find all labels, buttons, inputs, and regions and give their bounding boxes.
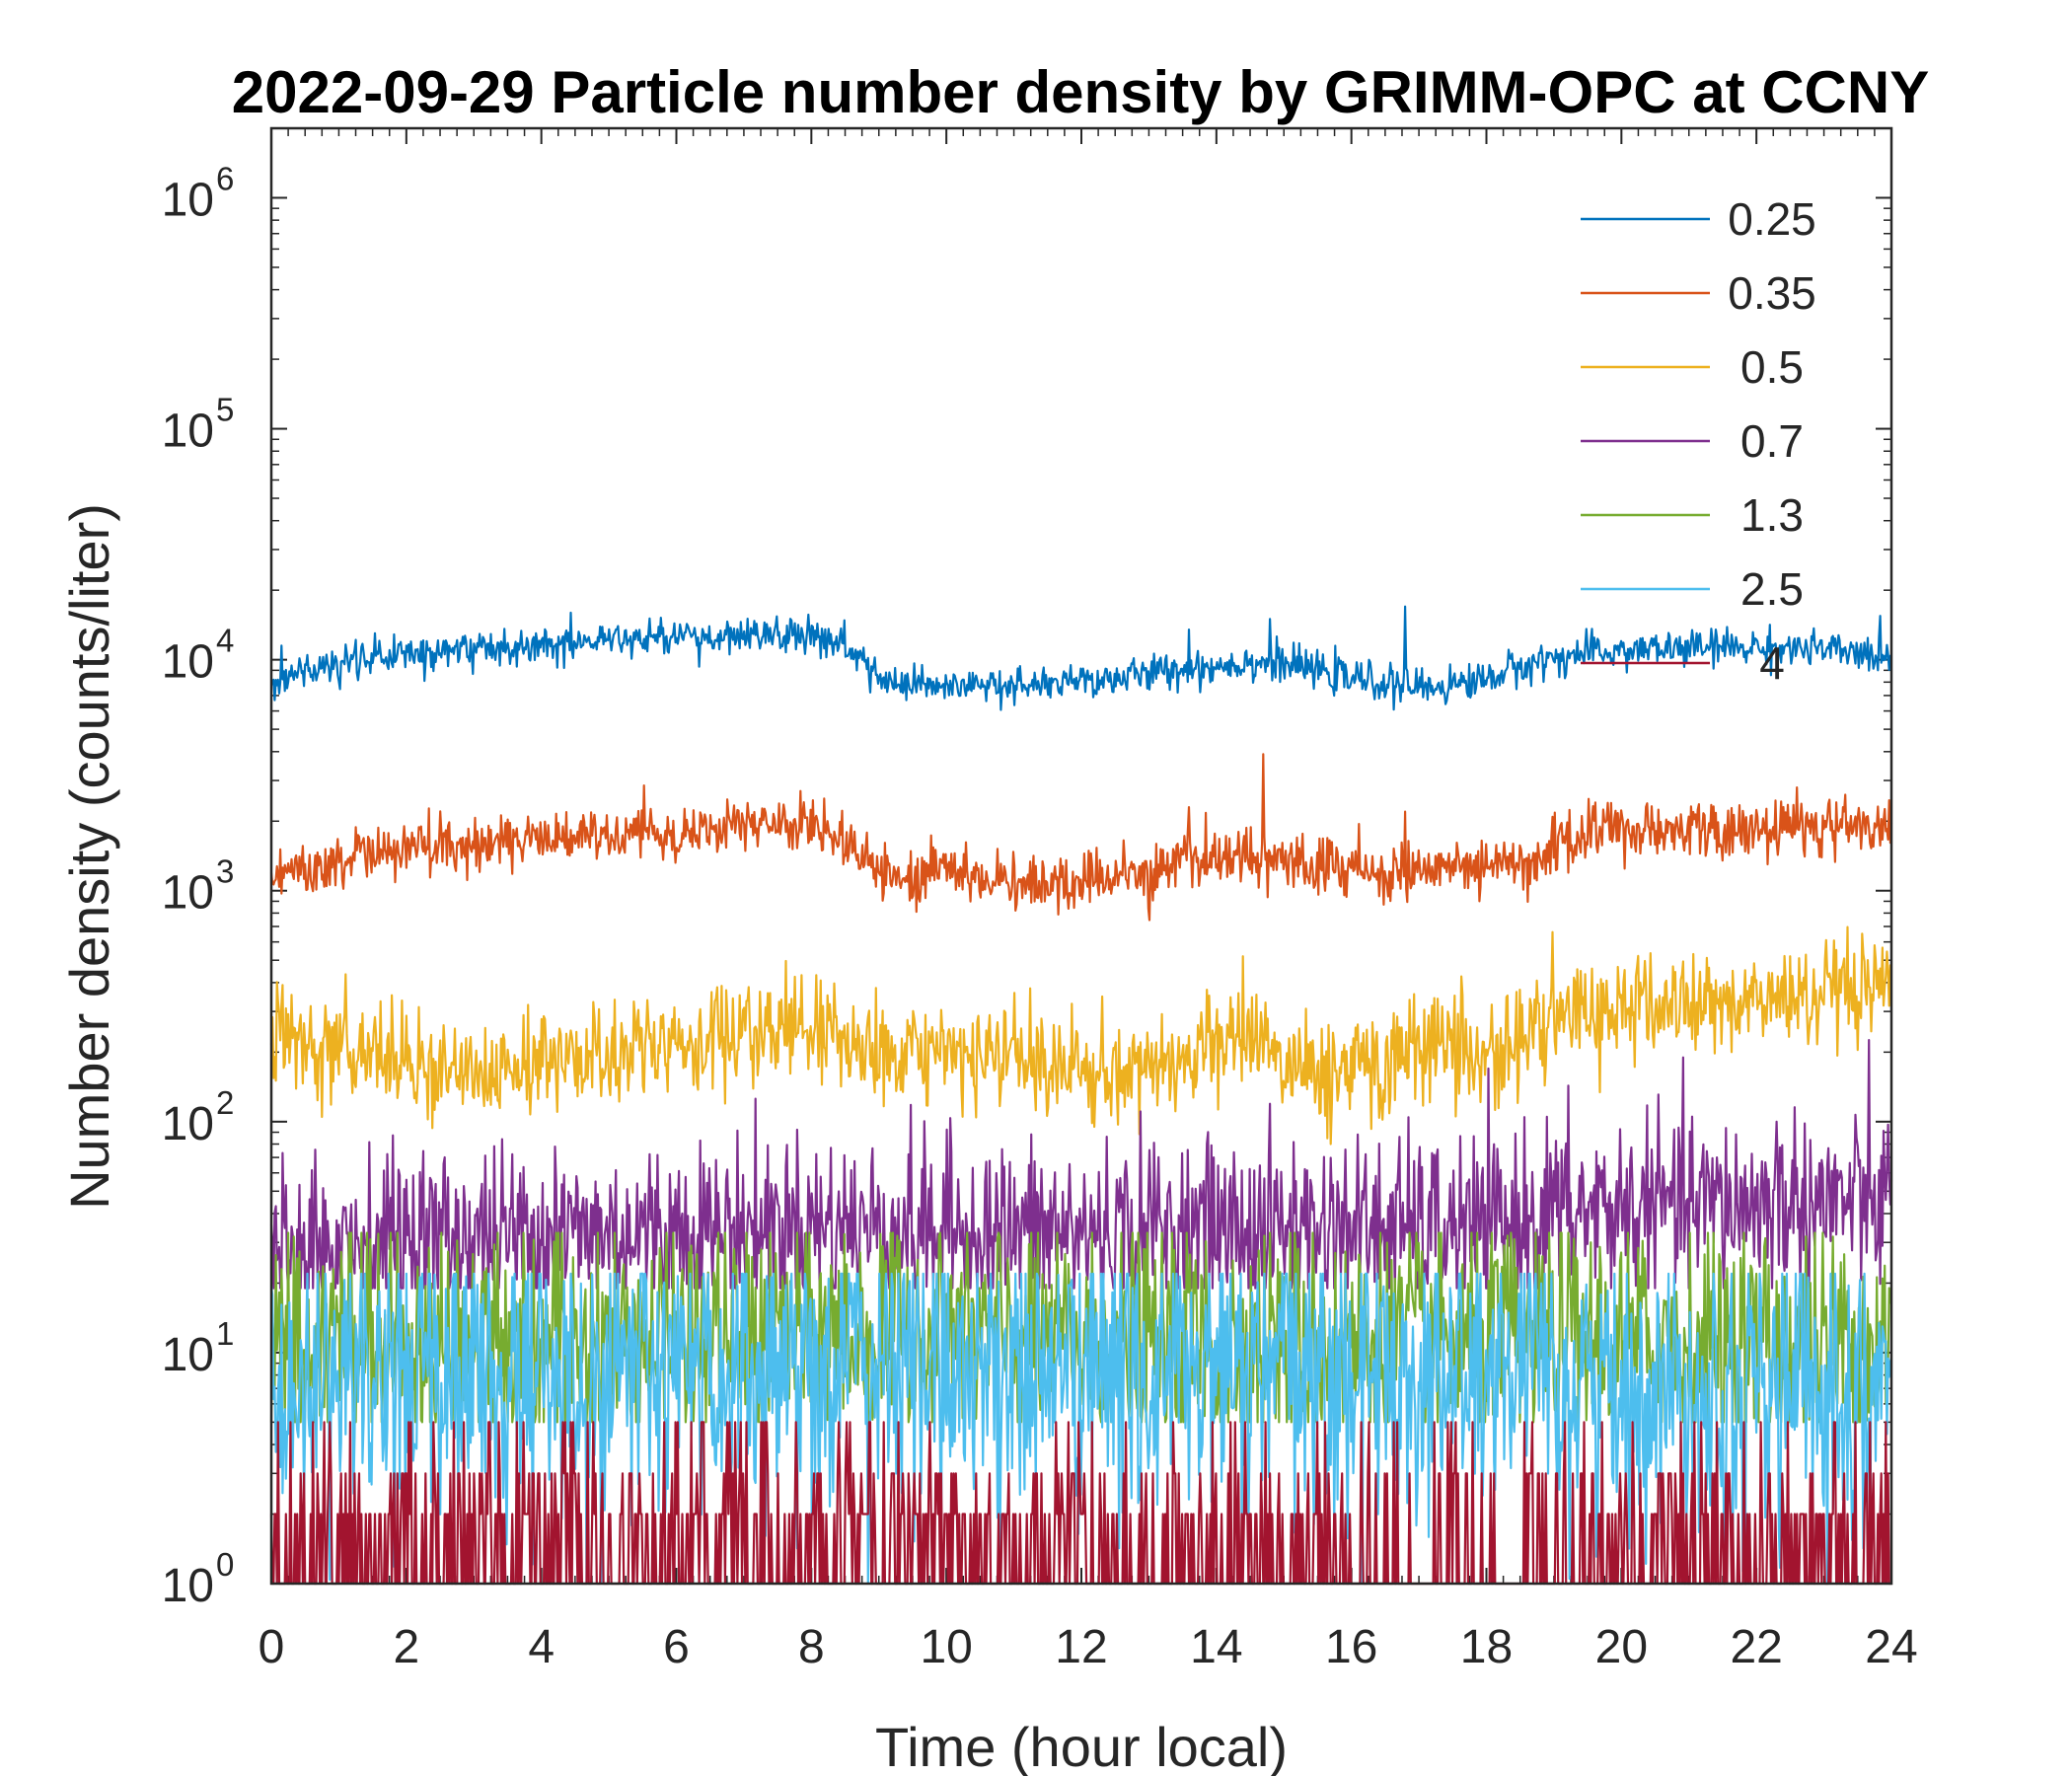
y-tick-exponent: 5 (216, 392, 234, 428)
legend-label: 2.5 (1740, 563, 1804, 615)
x-tick-label: 6 (663, 1621, 690, 1673)
chart-title: 2022-09-29 Particle number density by GR… (232, 59, 1930, 125)
series-lines (269, 605, 1893, 1586)
y-tick-base: 10 (162, 174, 214, 226)
y-tick-exponent: 1 (216, 1315, 234, 1352)
x-tick-label: 12 (1055, 1621, 1107, 1673)
y-tick-label: 10 0 (162, 1546, 235, 1612)
x-tick-label: 14 (1190, 1621, 1242, 1673)
y-tick-exponent: 6 (216, 160, 234, 196)
x-tick-label: 0 (259, 1621, 285, 1673)
y-tick-base: 10 (162, 636, 214, 689)
y-tick-base: 10 (162, 867, 214, 920)
x-tick-label: 18 (1460, 1621, 1513, 1673)
y-tick-label: 10 3 (162, 853, 235, 920)
x-tick-label: 2 (393, 1621, 419, 1673)
legend: 0.25 0.35 0.5 0.7 1.3 2.5 4 (1581, 193, 1816, 689)
legend-label: 0.25 (1728, 193, 1816, 245)
series-line-0-35 (269, 753, 1893, 922)
series-line-0-5 (269, 925, 1893, 1146)
legend-item: 0.7 (1581, 415, 1804, 467)
y-tick-label: 10 1 (162, 1315, 235, 1381)
legend-label: 0.35 (1728, 267, 1816, 319)
x-tick-label: 8 (798, 1621, 825, 1673)
y-tick-label: 10 6 (162, 160, 235, 226)
legend-item: 0.5 (1581, 341, 1804, 393)
y-tick-base: 10 (162, 1098, 214, 1150)
x-axis-label: Time (hour local) (875, 1716, 1288, 1776)
legend-label: 0.5 (1740, 341, 1804, 393)
x-tick-label: 24 (1865, 1621, 1917, 1673)
y-tick-label: 10 2 (162, 1084, 235, 1150)
x-tick-label: 22 (1730, 1621, 1782, 1673)
series-line-0-25 (269, 605, 1892, 711)
legend-label: 4 (1759, 637, 1785, 689)
y-tick-base: 10 (162, 1329, 214, 1381)
series-line-0-7 (269, 1039, 1893, 1290)
series-line-2-5 (269, 1272, 1893, 1586)
x-tick-label: 20 (1595, 1621, 1648, 1673)
legend-item: 1.3 (1581, 489, 1804, 541)
y-tick-label: 10 5 (162, 392, 235, 458)
x-tick-label: 10 (920, 1621, 972, 1673)
legend-item: 0.35 (1581, 267, 1816, 319)
y-tick-exponent: 3 (216, 853, 234, 890)
y-tick-label: 10 4 (162, 623, 235, 689)
y-tick-base: 10 (162, 1560, 214, 1612)
legend-label: 1.3 (1740, 489, 1804, 541)
y-tick-exponent: 2 (216, 1084, 234, 1121)
y-tick-base: 10 (162, 406, 214, 458)
x-tick-label: 4 (528, 1621, 555, 1673)
plot-border (269, 126, 1893, 1586)
x-tick-label: 16 (1325, 1621, 1377, 1673)
y-axis-label: Number density (counts/liter) (58, 503, 120, 1210)
legend-label: 0.7 (1740, 415, 1804, 467)
x-tick-labels: 0 2 4 6 8 10 12 14 16 18 20 22 24 (259, 1621, 1918, 1673)
legend-item: 4 (1581, 637, 1785, 689)
legend-item: 2.5 (1581, 563, 1804, 615)
legend-item: 0.25 (1581, 193, 1816, 245)
y-tick-exponent: 4 (216, 623, 234, 659)
y-tick-exponent: 0 (216, 1546, 234, 1583)
